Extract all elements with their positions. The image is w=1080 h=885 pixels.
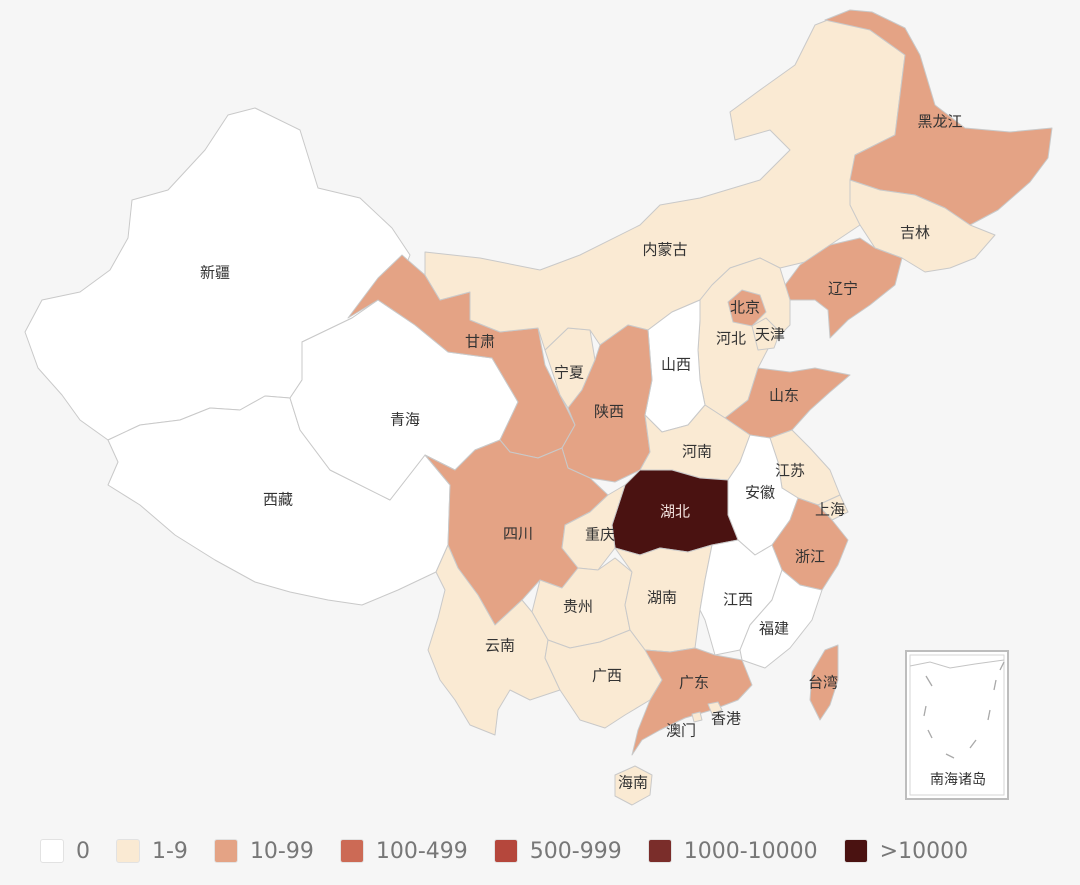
label-hubei: 湖北 (660, 503, 690, 521)
province-labels: 新疆 西藏 青海 甘肃 宁夏 内蒙古 黑龙江 吉林 辽宁 北京 天津 河北 山西… (200, 113, 963, 792)
label-taiwan: 台湾 (808, 674, 838, 692)
nine-dash-line-icon (923, 661, 1005, 759)
legend-swatch (493, 839, 518, 863)
label-zhejiang: 浙江 (795, 548, 825, 566)
legend-label: 100-499 (375, 838, 468, 864)
province-liaoning[interactable] (784, 237, 903, 339)
province-macau[interactable] (691, 711, 703, 723)
label-shanxi: 山西 (661, 356, 691, 374)
label-yunnan: 云南 (485, 637, 515, 655)
legend-item[interactable]: 0 (40, 839, 90, 864)
label-guizhou: 贵州 (563, 598, 593, 616)
legend-label: 500-999 (529, 838, 622, 864)
province-jilin[interactable] (849, 179, 996, 273)
legend-swatch (213, 839, 238, 863)
label-shaanxi: 陕西 (594, 403, 624, 421)
province-hainan[interactable] (614, 765, 653, 806)
label-guangdong: 广东 (679, 674, 709, 692)
province-fujian[interactable] (739, 569, 823, 669)
label-tianjin: 天津 (755, 326, 785, 344)
south-china-sea-inset[interactable]: 南海诸岛 (905, 650, 1009, 800)
label-hongkong: 香港 (711, 710, 741, 728)
label-beijing: 北京 (730, 299, 760, 317)
legend-swatch (40, 839, 64, 863)
province-taiwan[interactable] (809, 644, 839, 721)
label-ningxia: 宁夏 (554, 364, 584, 382)
label-hebei: 河北 (716, 330, 746, 348)
legend-swatch (647, 839, 672, 863)
province-hongkong[interactable] (707, 701, 723, 715)
legend-swatch (116, 839, 140, 863)
legend-swatch (339, 839, 364, 863)
legend: 0 1-9 10-99 100-499 500-999 1000-10000 >… (40, 836, 994, 866)
label-shandong: 山东 (769, 387, 799, 405)
province-tianjin[interactable] (751, 317, 781, 351)
label-sichuan: 四川 (503, 525, 533, 543)
legend-item[interactable]: >10000 (843, 838, 969, 864)
legend-label: 1-9 (152, 838, 188, 864)
label-anhui: 安徽 (745, 484, 775, 502)
label-macau: 澳门 (666, 722, 696, 740)
label-neimenggu: 内蒙古 (642, 241, 687, 259)
province-chongqing[interactable] (561, 484, 626, 571)
label-jilin: 吉林 (900, 224, 930, 242)
label-liaoning: 辽宁 (828, 280, 858, 298)
label-hainan: 海南 (618, 774, 648, 792)
label-shanghai: 上海 (815, 501, 845, 519)
province-yunnan[interactable] (427, 544, 561, 736)
legend-label: 0 (76, 838, 90, 864)
label-heilongjiang: 黑龙江 (917, 113, 962, 131)
label-fujian: 福建 (759, 620, 789, 638)
legend-label: 1000-10000 (683, 838, 818, 864)
legend-item[interactable]: 500-999 (493, 838, 622, 864)
label-xinjiang: 新疆 (200, 264, 230, 282)
legend-item[interactable]: 10-99 (213, 838, 314, 864)
province-hunan[interactable] (614, 544, 713, 653)
inset-label: 南海诸岛 (930, 772, 986, 788)
label-guangxi: 广西 (592, 667, 622, 685)
legend-label: >10000 (879, 838, 969, 864)
label-xizang: 西藏 (263, 491, 293, 509)
label-jiangsu: 江苏 (775, 462, 805, 480)
legend-swatch (843, 839, 868, 863)
label-hunan: 湖南 (647, 589, 677, 607)
legend-item[interactable]: 100-499 (339, 838, 468, 864)
label-gansu: 甘肃 (465, 333, 495, 351)
legend-label: 10-99 (249, 838, 314, 864)
label-jiangxi: 江西 (723, 591, 753, 609)
legend-item[interactable]: 1-9 (116, 839, 188, 864)
label-chongqing: 重庆 (585, 526, 615, 544)
label-henan: 河南 (682, 443, 712, 461)
province-heilongjiang[interactable] (824, 9, 1053, 226)
label-qinghai: 青海 (390, 411, 420, 429)
province-beijing[interactable] (727, 289, 767, 327)
legend-item[interactable]: 1000-10000 (647, 838, 818, 864)
